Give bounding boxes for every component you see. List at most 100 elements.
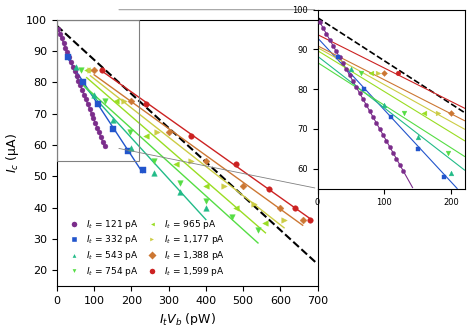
Point: [126, 130, 133, 135]
Point: [75, 78, 82, 83]
Point: [363, 102, 370, 108]
Point: [124, 149, 131, 154]
Point: [336, 55, 343, 60]
Point: [414, 146, 421, 151]
Point: [232, 161, 239, 166]
Point: [399, 168, 407, 173]
Point: [202, 199, 210, 204]
Point: [232, 205, 239, 210]
Point: [329, 43, 337, 48]
Point: [69, 64, 77, 69]
Point: [202, 183, 210, 188]
Point: [276, 205, 284, 210]
Point: [150, 171, 157, 176]
Point: [71, 69, 79, 74]
Point: [319, 25, 327, 30]
Point: [101, 98, 109, 104]
Point: [72, 64, 79, 69]
Point: [98, 67, 105, 72]
Point: [376, 126, 383, 132]
Point: [176, 189, 183, 195]
Point: [58, 36, 65, 41]
Point: [392, 156, 400, 161]
Point: [254, 227, 262, 232]
Point: [434, 111, 442, 116]
Point: [73, 73, 81, 79]
Point: [67, 59, 75, 64]
Point: [394, 71, 401, 76]
Point: [334, 55, 341, 60]
Point: [361, 86, 368, 92]
Point: [322, 31, 330, 36]
Point: [239, 183, 247, 188]
Point: [379, 132, 387, 137]
Point: [120, 98, 128, 104]
Point: [99, 139, 107, 144]
Point: [109, 117, 117, 123]
Point: [176, 180, 183, 185]
Point: [381, 102, 388, 108]
Point: [91, 92, 98, 98]
Point: [343, 67, 350, 72]
Point: [54, 26, 62, 32]
Point: [346, 73, 354, 78]
Point: [262, 221, 269, 226]
Point: [165, 130, 173, 135]
Point: [88, 111, 95, 116]
Point: [381, 71, 388, 76]
Point: [366, 109, 374, 114]
Point: [82, 97, 90, 102]
Point: [347, 67, 355, 72]
Point: [265, 186, 273, 191]
Point: [62, 45, 69, 50]
Point: [441, 174, 448, 179]
Point: [396, 162, 403, 167]
Point: [292, 205, 299, 210]
Point: [316, 19, 323, 24]
Legend: $I_t$ = 121 pA, $I_t$ = 332 pA, $I_t$ = 543 pA, $I_t$ = 754 pA, $I_t$ = 965 pA, : $I_t$ = 121 pA, $I_t$ = 332 pA, $I_t$ = …: [62, 214, 228, 281]
Point: [187, 133, 195, 138]
Point: [357, 71, 365, 76]
Point: [86, 106, 93, 111]
Y-axis label: $I_c$ (μA): $I_c$ (μA): [4, 133, 20, 173]
Point: [90, 116, 97, 121]
Point: [65, 55, 73, 60]
Point: [94, 101, 101, 107]
Point: [447, 111, 455, 116]
Point: [401, 111, 408, 116]
Point: [420, 111, 428, 116]
Point: [64, 50, 71, 55]
Point: [202, 158, 210, 163]
Point: [386, 144, 393, 150]
Point: [414, 134, 421, 139]
Point: [359, 97, 367, 102]
Point: [280, 217, 288, 223]
Point: [332, 49, 340, 54]
Point: [373, 120, 380, 125]
Point: [109, 127, 117, 132]
Point: [56, 31, 64, 36]
Point: [128, 98, 135, 104]
Point: [339, 61, 347, 66]
Point: [93, 125, 101, 130]
Point: [97, 135, 105, 140]
Point: [383, 138, 390, 143]
Point: [77, 67, 85, 72]
Point: [374, 71, 382, 76]
Point: [306, 217, 314, 223]
Point: [228, 214, 236, 220]
Point: [87, 67, 94, 72]
Point: [139, 167, 146, 173]
Point: [91, 67, 98, 72]
Point: [447, 170, 455, 175]
Point: [64, 55, 72, 60]
Point: [367, 71, 375, 76]
Point: [128, 146, 135, 151]
Point: [60, 40, 67, 46]
Point: [353, 84, 360, 90]
Point: [91, 120, 99, 125]
Point: [95, 130, 103, 135]
Point: [349, 79, 357, 84]
Point: [389, 150, 397, 155]
Point: [113, 98, 120, 104]
